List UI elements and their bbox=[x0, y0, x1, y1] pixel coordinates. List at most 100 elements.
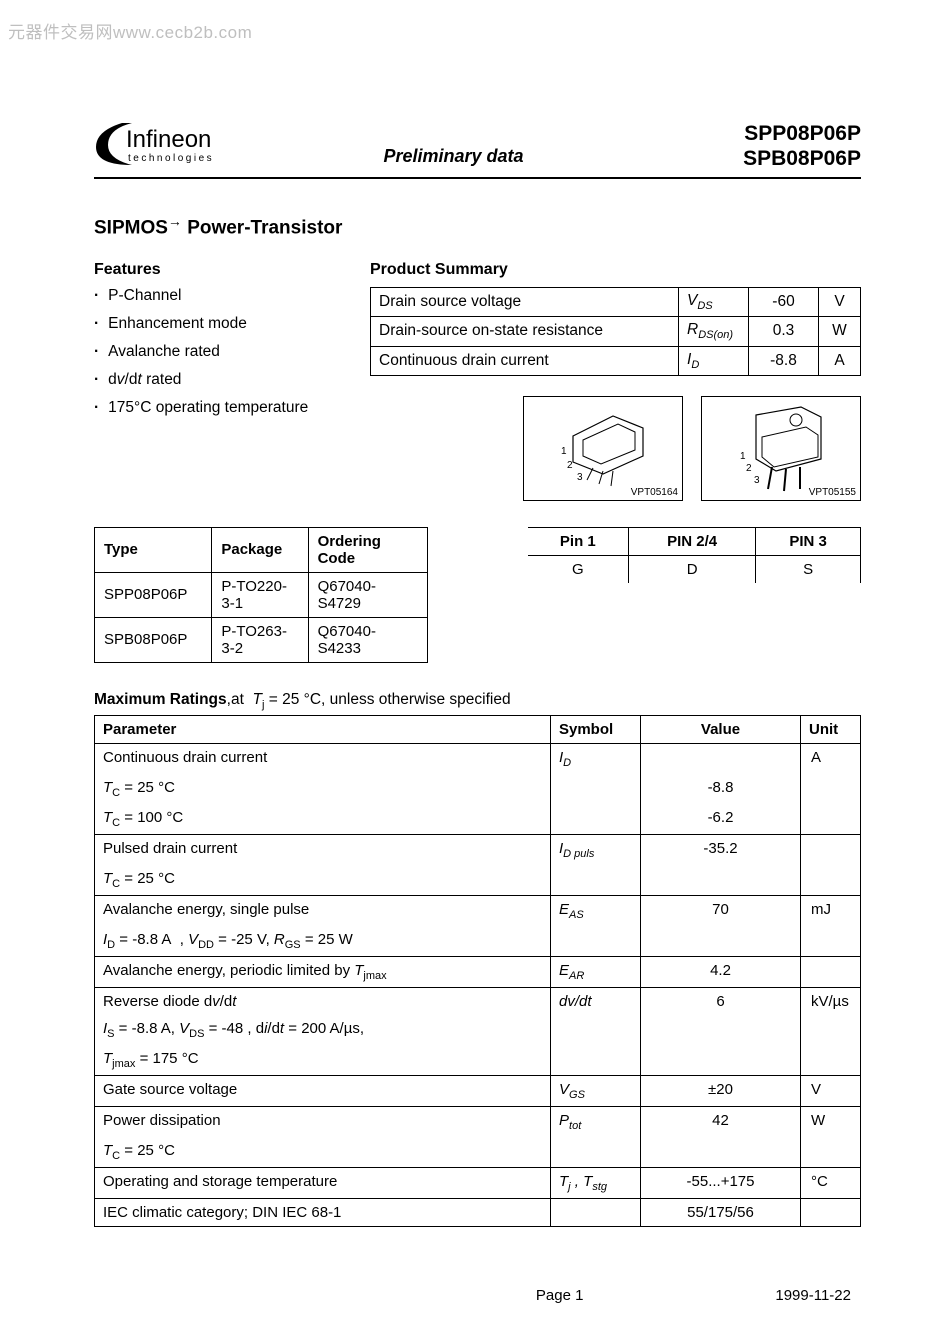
page-number: Page 1 bbox=[536, 1287, 584, 1304]
summary-symbol: VDS bbox=[679, 288, 749, 317]
pin-cell: S bbox=[756, 555, 861, 583]
feature-item: 175°C operating temperature bbox=[94, 399, 344, 417]
feature-item: Enhancement mode bbox=[94, 315, 344, 333]
type-header: Package bbox=[212, 527, 308, 572]
ratings-param: Continuous drain current bbox=[95, 743, 551, 774]
svg-text:3: 3 bbox=[577, 472, 583, 483]
logo: Infineon technologies bbox=[94, 115, 224, 171]
ratings-title-bold: Maximum Ratings bbox=[94, 691, 227, 708]
svg-text:1: 1 bbox=[561, 446, 567, 457]
summary-param: Continuous drain current bbox=[371, 346, 679, 375]
svg-text:2: 2 bbox=[567, 460, 573, 471]
feature-item: dv/dt rated bbox=[94, 371, 344, 389]
ratings-param: Tjmax = 175 °C bbox=[95, 1045, 551, 1076]
type-cell: P-TO263-3-2 bbox=[212, 617, 308, 662]
summary-value: -8.8 bbox=[749, 346, 819, 375]
ratings-value: ±20 bbox=[641, 1075, 801, 1106]
summary-unit: A bbox=[819, 346, 861, 375]
ratings-unit: °C bbox=[801, 1167, 861, 1198]
page: Infineon technologies Preliminary data S… bbox=[0, 0, 945, 1344]
ratings-param: ID = -8.8 A , VDD = -25 V, RGS = 25 W bbox=[95, 926, 551, 957]
part-1: SPP08P06P bbox=[743, 121, 861, 146]
ratings-param: Avalanche energy, periodic limited by Tj… bbox=[95, 956, 551, 987]
package-id: VPT05155 bbox=[809, 487, 856, 498]
ratings-symbol: dv/dt bbox=[551, 987, 641, 1015]
ratings-symbol: ID bbox=[551, 743, 641, 774]
pin-cell: D bbox=[629, 555, 756, 583]
svg-text:2: 2 bbox=[746, 463, 752, 474]
ratings-title: Maximum Ratings,at Tj = 25 °C, unless ot… bbox=[94, 691, 861, 711]
feature-item: P-Channel bbox=[94, 287, 344, 305]
features-summary-row: Features P-Channel Enhancement mode Aval… bbox=[94, 261, 861, 500]
package-id: VPT05164 bbox=[631, 487, 678, 498]
ratings-symbol: ID puls bbox=[551, 834, 641, 865]
ratings-unit: V bbox=[801, 1075, 861, 1106]
ratings-param: TC = 25 °C bbox=[95, 865, 551, 896]
type-cell: Q67040-S4729 bbox=[308, 572, 427, 617]
pin-header: PIN 3 bbox=[756, 527, 861, 555]
pin-table: Pin 1 PIN 2/4 PIN 3 G D S bbox=[528, 527, 861, 583]
svg-text:3: 3 bbox=[754, 475, 760, 486]
ratings-symbol: VGS bbox=[551, 1075, 641, 1106]
feature-item: Avalanche rated bbox=[94, 343, 344, 361]
ratings-header: Unit bbox=[801, 715, 861, 743]
ratings-value: 70 bbox=[641, 895, 801, 926]
ratings-symbol: EAS bbox=[551, 895, 641, 926]
ratings-value bbox=[641, 743, 801, 774]
ratings-header: Parameter bbox=[95, 715, 551, 743]
pin-cell: G bbox=[528, 555, 629, 583]
svg-text:technologies: technologies bbox=[128, 153, 214, 164]
type-table: Type Package Ordering Code SPP08P06P P-T… bbox=[94, 527, 428, 663]
title-suffix: Power-Transistor bbox=[187, 217, 342, 238]
pin-header: Pin 1 bbox=[528, 527, 629, 555]
main-title: SIPMOS→ Power-Transistor bbox=[94, 213, 861, 239]
features: Features P-Channel Enhancement mode Aval… bbox=[94, 261, 344, 500]
ratings-unit: W bbox=[801, 1106, 861, 1137]
product-summary: Product Summary Drain source voltage VDS… bbox=[370, 261, 861, 500]
ratings-symbol: EAR bbox=[551, 956, 641, 987]
ratings-param: TC = 100 °C bbox=[95, 804, 551, 835]
ratings-unit: mJ bbox=[801, 895, 861, 926]
summary-heading: Product Summary bbox=[370, 261, 861, 279]
package-image-to220: 1 2 3 VPT05155 bbox=[701, 396, 861, 501]
ratings-value: -35.2 bbox=[641, 834, 801, 865]
ratings-unit: A bbox=[801, 743, 861, 774]
ratings-value: 6 bbox=[641, 987, 801, 1015]
ratings-value: 42 bbox=[641, 1106, 801, 1137]
ratings-value: -6.2 bbox=[641, 804, 801, 835]
ratings-param: Power dissipation bbox=[95, 1106, 551, 1137]
ratings-header: Value bbox=[641, 715, 801, 743]
ratings-unit: kV/µs bbox=[801, 987, 861, 1015]
summary-value: -60 bbox=[749, 288, 819, 317]
ratings-value: -55...+175 bbox=[641, 1167, 801, 1198]
ratings-param: IEC climatic category; DIN IEC 68-1 bbox=[95, 1198, 551, 1226]
footer-date: 1999-11-22 bbox=[775, 1287, 851, 1304]
infineon-logo-icon: Infineon technologies bbox=[94, 115, 224, 171]
type-cell: P-TO220-3-1 bbox=[212, 572, 308, 617]
pin-header: PIN 2/4 bbox=[629, 527, 756, 555]
summary-symbol: ID bbox=[679, 346, 749, 375]
summary-param: Drain source voltage bbox=[371, 288, 679, 317]
package-image-dpak: 1 2 3 VPT05164 bbox=[523, 396, 683, 501]
type-header: Ordering Code bbox=[308, 527, 427, 572]
ratings-header: Symbol bbox=[551, 715, 641, 743]
ratings-param: Pulsed drain current bbox=[95, 834, 551, 865]
ratings-symbol: Ptot bbox=[551, 1106, 641, 1137]
ratings-symbol: Tj , Tstg bbox=[551, 1167, 641, 1198]
package-images: 1 2 3 VPT05164 bbox=[370, 396, 861, 501]
summary-param: Drain-source on-state resistance bbox=[371, 317, 679, 346]
svg-text:Infineon: Infineon bbox=[126, 126, 211, 153]
type-pin-row: Type Package Ordering Code SPP08P06P P-T… bbox=[94, 527, 861, 663]
ratings-value: 4.2 bbox=[641, 956, 801, 987]
footer: Page 1 1999-11-22 bbox=[94, 1287, 861, 1304]
summary-symbol: RDS(on) bbox=[679, 317, 749, 346]
summary-value: 0.3 bbox=[749, 317, 819, 346]
preliminary-label: Preliminary data bbox=[384, 146, 524, 167]
ratings-param: TC = 25 °C bbox=[95, 1137, 551, 1168]
ratings-param: Reverse diode dv/dt bbox=[95, 987, 551, 1015]
ratings-param: IS = -8.8 A, VDS = -48 , di/dt = 200 A/µ… bbox=[95, 1015, 551, 1045]
summary-unit: W bbox=[819, 317, 861, 346]
title-prefix: SIPMOS bbox=[94, 217, 168, 238]
ratings-param: Avalanche energy, single pulse bbox=[95, 895, 551, 926]
type-cell: Q67040-S4233 bbox=[308, 617, 427, 662]
